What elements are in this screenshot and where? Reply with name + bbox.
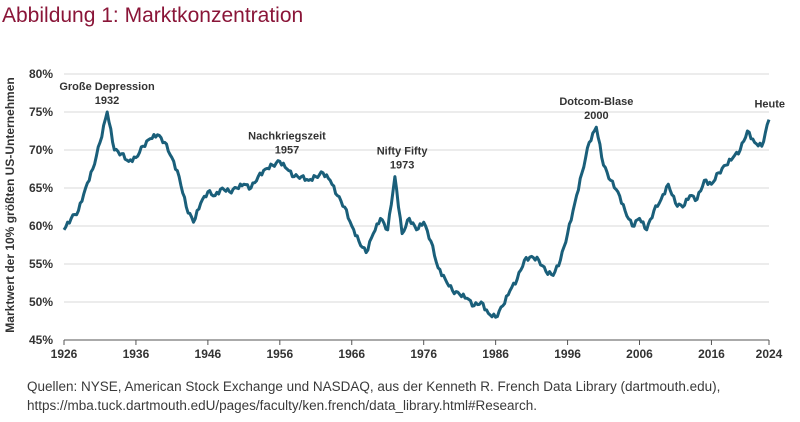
y-tick-label: 75% [29,105,53,119]
annotation-year: 2000 [584,110,608,122]
x-tick-label: 1996 [554,347,581,361]
y-tick-label: 60% [29,219,53,233]
x-tick-label: 1966 [338,347,365,361]
annotation-label: Dotcom-Blase [559,96,633,108]
gridlines [64,73,769,303]
y-tick-label: 80% [29,67,53,81]
line-chart: 45% 50% 55% 60% 65% 70% 75% 80% 1926 1936 1946 195… [3,67,785,361]
x-tick-label: 1976 [410,347,437,361]
x-tick-label: 1926 [51,347,78,361]
source-note: Quellen: NYSE, American Stock Exchange u… [27,377,720,415]
y-tick-label: 45% [29,333,53,347]
y-tick-label: 55% [29,257,53,271]
x-tick-label: 2016 [698,347,725,361]
x-tick-label: 1936 [123,347,150,361]
annotation-label: Nifty Fifty [377,146,429,158]
series-line [62,110,771,319]
annotation-label: Nachkriegszeit [248,130,326,142]
y-tick-label: 65% [29,181,53,195]
annotation-year: 1932 [95,95,119,107]
y-axis-ticks: 45% 50% 55% 60% 65% 70% 75% 80% [29,67,53,347]
x-tick-label: 2006 [626,347,653,361]
annotation-label: Heute [754,99,785,111]
source-line-2: https://mba.tuck.dartmouth.edU/pages/fac… [27,398,538,413]
y-tick-label: 70% [29,143,53,157]
source-line-1: Quellen: NYSE, American Stock Exchange u… [27,379,721,394]
x-axis-ticks: 1926 1936 1946 1956 1966 1976 1986 1996 2006 2016… [51,340,783,361]
annotation-year: 1973 [390,160,414,172]
x-tick-label: 1956 [266,347,293,361]
annotation-year: 1957 [275,144,299,156]
y-axis-label: Marktwert der 10% größten US-Unternehmen [3,77,17,332]
chart-title: Abbildung 1: Marktkonzentration [2,4,304,27]
annotations: Große Depression 1932 Nachkriegszeit 1957 Ni… [59,81,785,172]
x-tick-label: 2024 [756,347,783,361]
x-tick-label: 1986 [482,347,509,361]
annotation-label: Große Depression [59,81,155,93]
y-tick-label: 50% [29,295,53,309]
x-tick-label: 1946 [195,347,222,361]
